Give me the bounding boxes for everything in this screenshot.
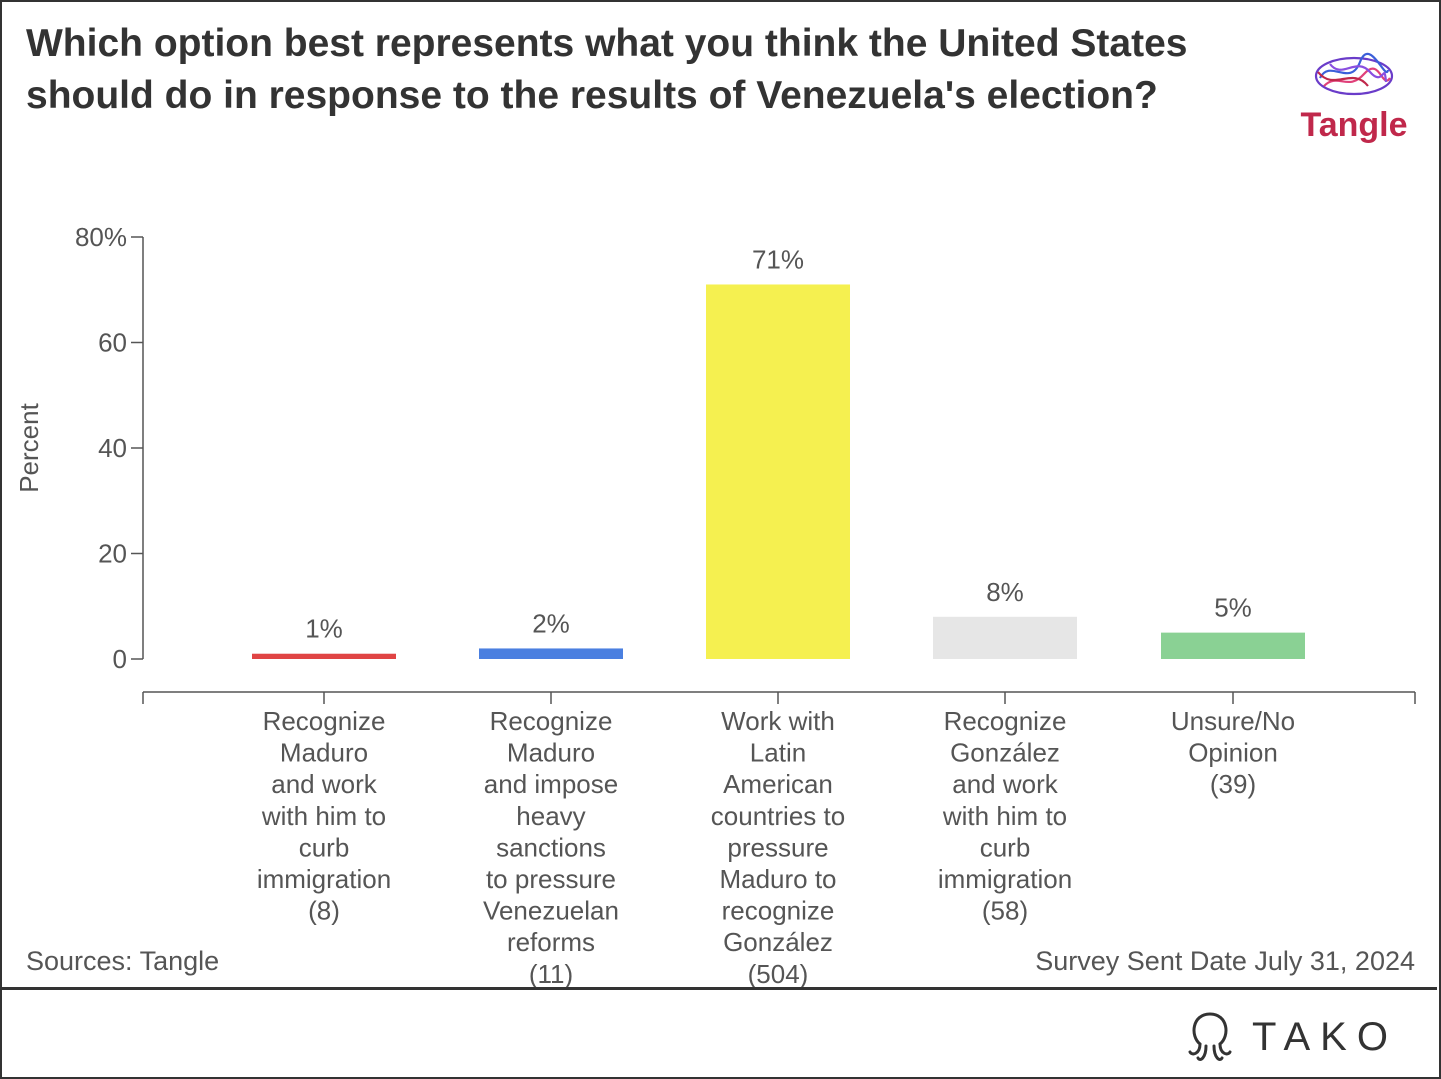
x-tick-label: Work with Latin American countries to pressu… — [711, 706, 845, 989]
data-label: 8% — [986, 577, 1024, 607]
chart-title: Which option best represents what you th… — [26, 22, 1188, 117]
y-tick-label: 20 — [98, 539, 127, 569]
bar — [706, 284, 850, 659]
tangle-logo: Tangle — [1300, 52, 1408, 144]
footer-divider — [0, 987, 1437, 990]
y-tick-label: 60 — [98, 328, 127, 358]
data-label: 71% — [752, 244, 804, 274]
bar — [1161, 632, 1305, 659]
source-note: Sources: Tangle — [26, 946, 220, 976]
y-tick-label: 80% — [75, 222, 127, 252]
data-label: 1% — [305, 614, 343, 644]
bar — [933, 616, 1077, 659]
data-label: 2% — [532, 608, 570, 638]
brain-icon — [1314, 52, 1394, 96]
x-tick-label: Unsure/No Opinion (39) — [1171, 706, 1295, 799]
y-tick-label: 40 — [98, 433, 127, 463]
y-axis-title: Percent — [14, 402, 44, 492]
x-tick-label: Recognize González and work with him to curb… — [938, 706, 1072, 926]
x-tick-label: Recognize Maduro and work with him to curb im… — [257, 706, 391, 926]
bar — [479, 648, 623, 659]
tako-wordmark: TAKO — [1252, 1015, 1398, 1059]
tangle-logo-text: Tangle — [1300, 106, 1407, 144]
data-label: 5% — [1214, 593, 1252, 623]
y-tick-label: 0 — [113, 644, 127, 674]
bar-chart: 0 20 40 60 80% Percent 1% Recognize Maduro and wo… — [14, 222, 1416, 989]
survey-date: Survey Sent Date July 31, 2024 — [1035, 946, 1415, 976]
bar — [252, 653, 396, 659]
octopus-icon — [1188, 1012, 1232, 1061]
tako-logo: TAKO — [1188, 1012, 1398, 1061]
x-tick-label: Recognize Maduro and impose heavy sanctions t… — [483, 706, 619, 989]
